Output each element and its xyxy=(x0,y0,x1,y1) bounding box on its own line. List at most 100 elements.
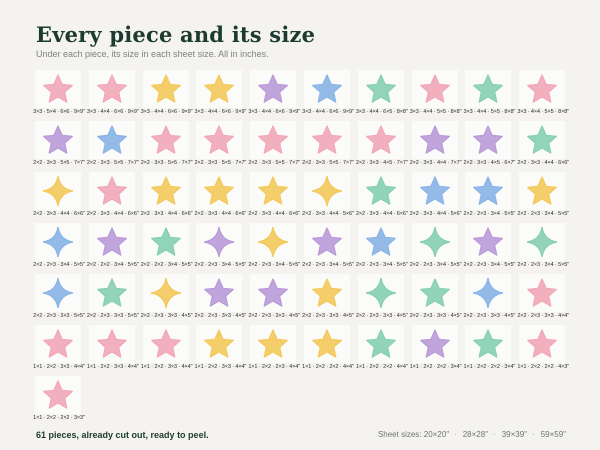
piece-card[interactable]: 2×2 · 2×3 · 3×3 · 5×5" xyxy=(33,273,85,324)
piece-size-label: 2×2 · 2×3 · 3×4 · 5×5" xyxy=(517,211,570,217)
piece-card[interactable]: 2×2 · 2×3 · 3×3 · 4×5" xyxy=(302,273,354,324)
piece-size-label: 2×2 · 2×3 · 3×4 · 5×5" xyxy=(302,262,354,268)
piece-card[interactable]: 2×2 · 2×3 · 3×4 · 5×5" xyxy=(194,222,246,273)
piece-card[interactable]: 2×2 · 2×3 · 3×4 · 5×5" xyxy=(463,222,515,273)
piece-size-label: 2×2 · 2×3 · 3×3 · 5×5" xyxy=(33,313,85,319)
sheet-size: 59×59" xyxy=(540,430,566,439)
piece-card[interactable]: 3×3 · 4×4 · 6×6 · 9×9" xyxy=(87,69,139,120)
piece-card[interactable]: 1×1 · 2×2 · 2×2 · 3×4" xyxy=(410,324,462,375)
piece-card[interactable]: 2×2 · 3×3 · 4×4 · 6×6" xyxy=(248,171,300,222)
piece-card[interactable]: 2×2 · 3×3 · 4×5 · 7×7" xyxy=(356,120,408,171)
piece-card[interactable]: 2×2 · 2×2 · 3×4 · 5×5" xyxy=(141,222,193,273)
sparkle-icon xyxy=(365,277,396,309)
piece-card[interactable]: 2×2 · 2×3 · 3×3 · 4×5" xyxy=(463,273,515,324)
star-icon xyxy=(473,227,504,256)
piece-card[interactable]: 2×2 · 3×3 · 5×5 · 7×7" xyxy=(87,120,139,171)
piece-card[interactable]: 2×2 · 3×3 · 4×4 · 6×6" xyxy=(87,171,139,222)
piece-size-label: 1×1 · 2×2 · 2×3 · 4×4" xyxy=(248,364,301,370)
piece-size-label: 2×2 · 2×3 · 3×4 · 5×5" xyxy=(463,262,516,268)
piece-card[interactable]: 2×2 · 2×3 · 3×3 · 4×5" xyxy=(194,273,246,324)
piece-tile xyxy=(357,70,404,108)
piece-card[interactable]: 2×2 · 2×3 · 3×4 · 5×5" xyxy=(517,222,569,273)
sparkle-icon xyxy=(311,175,343,207)
piece-card[interactable]: 2×2 · 3×3 · 5×5 · 7×7" xyxy=(141,120,193,171)
piece-size-label: 1×1 · 2×2 · 3×3 · 4×4" xyxy=(194,364,247,370)
piece-card[interactable]: 2×2 · 2×3 · 3×4 · 5×5" xyxy=(33,222,85,273)
piece-card[interactable]: 3×3 · 4×4 · 6×6 · 9×9" xyxy=(141,69,193,120)
piece-card[interactable]: 3×3 · 4×4 · 5×5 · 8×8" xyxy=(410,69,462,120)
piece-card[interactable]: 2×2 · 3×3 · 4×5 · 6×7" xyxy=(463,120,515,171)
piece-card[interactable]: 1×1 · 2×2 · 3×3 · 4×4" xyxy=(33,324,85,375)
star-icon xyxy=(204,176,235,205)
piece-card[interactable]: 2×2 · 3×3 · 5×5 · 7×7" xyxy=(248,120,300,171)
piece-card[interactable]: 3×3 · 4×4 · 6×6 · 9×9" xyxy=(248,69,300,120)
piece-card[interactable]: 2×2 · 2×3 · 3×4 · 5×5" xyxy=(356,222,408,273)
piece-card[interactable]: 2×2 · 3×3 · 4×4 · 6×6" xyxy=(356,171,408,222)
piece-card[interactable]: 2×2 · 2×3 · 3×4 · 5×5" xyxy=(517,171,569,222)
piece-tile xyxy=(196,172,243,210)
star-icon xyxy=(473,176,504,205)
star-icon xyxy=(527,278,558,307)
piece-card[interactable]: 2×2 · 2×2 · 3×4 · 5×5" xyxy=(87,222,139,273)
piece-card[interactable]: 1×1 · 2×2 · 2×2 · 4×4" xyxy=(356,324,408,375)
piece-card[interactable]: 3×3 · 4×4 · 5×5 · 8×8" xyxy=(517,69,569,120)
piece-card[interactable]: 3×3 · 4×4 · 6×6 · 9×9" xyxy=(194,69,246,120)
star-icon xyxy=(258,329,289,358)
piece-card[interactable]: 3×3 · 4×4 · 6×6 · 9×9" xyxy=(302,69,354,120)
star-icon xyxy=(150,125,181,154)
sparkle-icon xyxy=(42,277,74,309)
piece-tile xyxy=(304,223,350,261)
piece-card[interactable]: 2×2 · 2×3 · 3×4 · 5×5" xyxy=(410,222,462,273)
star-icon xyxy=(150,227,181,256)
piece-card[interactable]: 3×3 · 5×4 · 6×6 · 9×9" xyxy=(33,69,85,120)
sparkle-icon xyxy=(204,226,235,258)
piece-tile xyxy=(465,70,512,108)
piece-card[interactable]: 1×1 · 2×2 · 3×3 · 4×4" xyxy=(194,324,246,375)
sparkle-icon xyxy=(527,226,558,258)
piece-card[interactable]: 2×2 · 3×3 · 4×4 · 5×6" xyxy=(302,171,354,222)
piece-card[interactable]: 1×1 · 2×2 · 2×2 · 3×3" xyxy=(33,375,85,426)
piece-card[interactable]: 3×3 · 4×4 · 5×5 · 8×8" xyxy=(463,69,515,120)
piece-tile xyxy=(142,223,189,261)
piece-card[interactable]: 2×2 · 3×3 · 4×4 · 6×6" xyxy=(141,171,193,222)
piece-card[interactable]: 1×1 · 2×2 · 3×3 · 4×4" xyxy=(87,324,139,375)
separator-dot: · xyxy=(454,430,457,439)
piece-card[interactable]: 2×2 · 3×3 · 4×4 · 7×7" xyxy=(410,120,462,171)
star-icon xyxy=(43,329,73,358)
piece-card[interactable]: 2×2 · 3×3 · 5×5 · 7×7" xyxy=(194,120,246,171)
star-icon xyxy=(258,125,289,154)
piece-card[interactable]: 1×1 · 2×2 · 2×2 · 3×4" xyxy=(463,324,515,375)
piece-card[interactable]: 2×2 · 3×3 · 5×5 · 7×7" xyxy=(33,120,85,171)
piece-card[interactable]: 3×3 · 4×4 · 6×5 · 8×8" xyxy=(356,69,408,120)
piece-tile xyxy=(88,70,135,108)
piece-card[interactable]: 1×1 · 2×2 · 2×3 · 4×4" xyxy=(248,324,300,375)
piece-card[interactable]: 2×2 · 3×3 · 4×4 · 6×6" xyxy=(517,120,569,171)
star-icon xyxy=(473,74,504,103)
piece-card[interactable]: 1×1 · 2×2 · 2×2 · 4×3" xyxy=(517,324,569,375)
piece-card[interactable]: 2×2 · 3×3 · 4×4 · 6×6" xyxy=(33,171,85,222)
piece-size-label: 2×2 · 3×3 · 4×4 · 6×6" xyxy=(140,211,193,217)
piece-card[interactable]: 1×1 · 2×2 · 3×3 · 4×4" xyxy=(141,324,193,375)
piece-card[interactable]: 2×2 · 2×3 · 3×4 · 5×5" xyxy=(302,222,354,273)
piece-size-label: 3×3 · 5×4 · 6×6 · 9×9" xyxy=(33,109,85,115)
piece-card[interactable]: 2×2 · 2×3 · 3×3 · 4×5" xyxy=(356,273,408,324)
piece-card[interactable]: 2×2 · 2×3 · 3×3 · 4×5" xyxy=(248,273,300,324)
piece-tile xyxy=(304,172,350,210)
piece-card[interactable]: 2×2 · 2×3 · 3×3 · 4×5" xyxy=(141,273,193,324)
piece-card[interactable]: 2×2 · 2×3 · 3×3 · 4×4" xyxy=(517,273,569,324)
star-icon xyxy=(312,227,342,256)
piece-card[interactable]: 2×2 · 2×3 · 3×4 · 5×5" xyxy=(463,171,515,222)
piece-card[interactable]: 2×2 · 3×3 · 4×4 · 5×6" xyxy=(410,171,462,222)
star-icon xyxy=(43,125,73,154)
piece-card[interactable]: 2×2 · 3×3 · 4×4 · 6×6" xyxy=(194,171,246,222)
piece-card[interactable]: 2×2 · 3×3 · 5×5 · 7×7" xyxy=(302,120,354,171)
piece-card[interactable]: 1×1 · 2×2 · 2×2 · 4×4" xyxy=(302,324,354,375)
piece-card[interactable]: 2×2 · 2×3 · 3×4 · 5×5" xyxy=(248,222,300,273)
piece-card[interactable]: 2×2 · 2×3 · 3×3 · 5×5" xyxy=(87,273,139,324)
piece-card[interactable]: 2×2 · 2×3 · 3×3 · 4×5" xyxy=(410,273,462,324)
piece-size-label: 3×3 · 4×4 · 5×5 · 8×8" xyxy=(409,109,462,115)
piece-size-label: 1×1 · 2×2 · 2×2 · 4×3" xyxy=(517,364,570,370)
star-icon xyxy=(96,176,127,205)
pieces-row: 2×2 · 3×3 · 4×4 · 6×6" 2×2 · 3×3 · 4×4 · … xyxy=(33,171,573,222)
piece-tile xyxy=(411,223,458,261)
